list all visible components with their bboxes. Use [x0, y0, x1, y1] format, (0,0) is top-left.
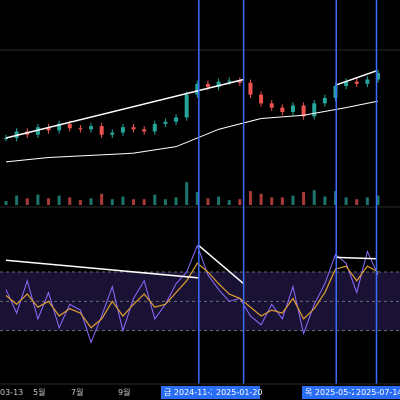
date-badge-4-label: 2025-07-14 [356, 388, 400, 397]
candle-body [290, 105, 295, 112]
oscillator-lines [5, 244, 379, 344]
volume-bar [4, 201, 8, 205]
candle-body [376, 73, 380, 80]
volume-bar [163, 199, 167, 205]
volume-bar [206, 198, 210, 205]
volume-bar [78, 200, 82, 205]
volume-bar [174, 197, 178, 205]
volume-bar [110, 199, 114, 205]
volume-bar [132, 199, 136, 205]
candle-body [280, 107, 285, 112]
volume-bar [15, 195, 19, 205]
candle-body [237, 80, 242, 83]
volume-bar [89, 198, 93, 205]
vertical-markers [198, 0, 378, 384]
volume-bar [344, 197, 348, 205]
volume-bar [153, 194, 157, 205]
volume-bar [312, 190, 316, 205]
candle-body [184, 94, 189, 118]
candle-body [301, 105, 306, 117]
volume-bar [195, 192, 199, 205]
volume-bar [57, 195, 61, 205]
volume-bar [323, 196, 327, 205]
volume-bar [227, 200, 231, 205]
volume-bar [36, 194, 40, 205]
candle-body [227, 80, 232, 82]
oscillator-bands [0, 271, 400, 332]
volume-bar [238, 199, 242, 205]
candle-body [46, 127, 51, 131]
date-badge-2 [212, 386, 260, 399]
volume-bar [47, 198, 51, 205]
candle-body [4, 138, 8, 139]
price-trendline-0 [5, 78, 244, 139]
volume-bar [25, 198, 29, 205]
volume-bar [302, 192, 306, 205]
candle-body [78, 128, 83, 130]
oscillator-fast-line [5, 244, 379, 344]
oscillator-trendline-2 [336, 256, 377, 260]
volume-bar [270, 197, 274, 205]
candle-body [174, 117, 179, 122]
candle-body [120, 127, 125, 133]
volume-bar [333, 191, 337, 205]
candle-body [35, 127, 40, 135]
date-badge-3-label: 목 2025-05-22 [305, 388, 361, 397]
candle-body [163, 121, 168, 124]
volume-bar [365, 197, 369, 205]
date-badge-1-label: 금 2024-11-22 [164, 388, 220, 397]
candle-body [195, 83, 200, 95]
volume-bar [291, 195, 295, 205]
volume-bar [100, 193, 104, 205]
candle-body [205, 83, 210, 88]
candle-body [259, 94, 264, 104]
volume-bar [376, 195, 380, 205]
volume-bar [217, 196, 221, 205]
volume-bar [259, 193, 263, 205]
volume-bar [280, 197, 284, 205]
candle-body [67, 123, 72, 129]
x-tick-may: 5월 [33, 387, 45, 397]
moving-average-path [5, 100, 379, 163]
candle-body [312, 103, 317, 117]
candle-body [248, 82, 253, 95]
volume-bar [185, 182, 189, 205]
date-badge-4 [354, 386, 400, 399]
candle-body [344, 81, 349, 86]
candle-body [110, 132, 115, 135]
candle-body [131, 127, 136, 130]
candle-body [354, 81, 359, 84]
candle-body [365, 79, 370, 84]
candle-body [152, 123, 157, 132]
oscillator-signal-line [5, 262, 379, 329]
candle-body [216, 81, 221, 88]
candle-body [99, 126, 104, 135]
volume-bar [248, 191, 252, 205]
oscillator-trendline-0 [5, 259, 199, 279]
x-axis-edge-label: 03-13 [0, 388, 23, 397]
candle-body [333, 86, 338, 98]
x-tick-sep: 9월 [118, 387, 130, 397]
date-badge-1 [161, 386, 212, 399]
x-tick-jul: 7월 [71, 387, 83, 397]
volume-bar [355, 199, 359, 205]
moving-average-line [5, 100, 379, 163]
volume-bar [121, 196, 125, 205]
trendlines [5, 70, 377, 285]
volume-bars [4, 182, 380, 205]
volume-bar [68, 197, 72, 205]
price-trendline-1 [335, 70, 377, 86]
candle-body [89, 126, 94, 130]
candle-body [269, 103, 274, 108]
oscillator-trendline-1 [198, 245, 245, 285]
candle-body [57, 123, 62, 131]
date-badge-3 [302, 386, 354, 399]
volume-bar [142, 199, 146, 205]
candle-body [142, 129, 147, 132]
candle-body [322, 97, 327, 104]
date-badge-2-label: 2025-01-20 [216, 388, 263, 397]
